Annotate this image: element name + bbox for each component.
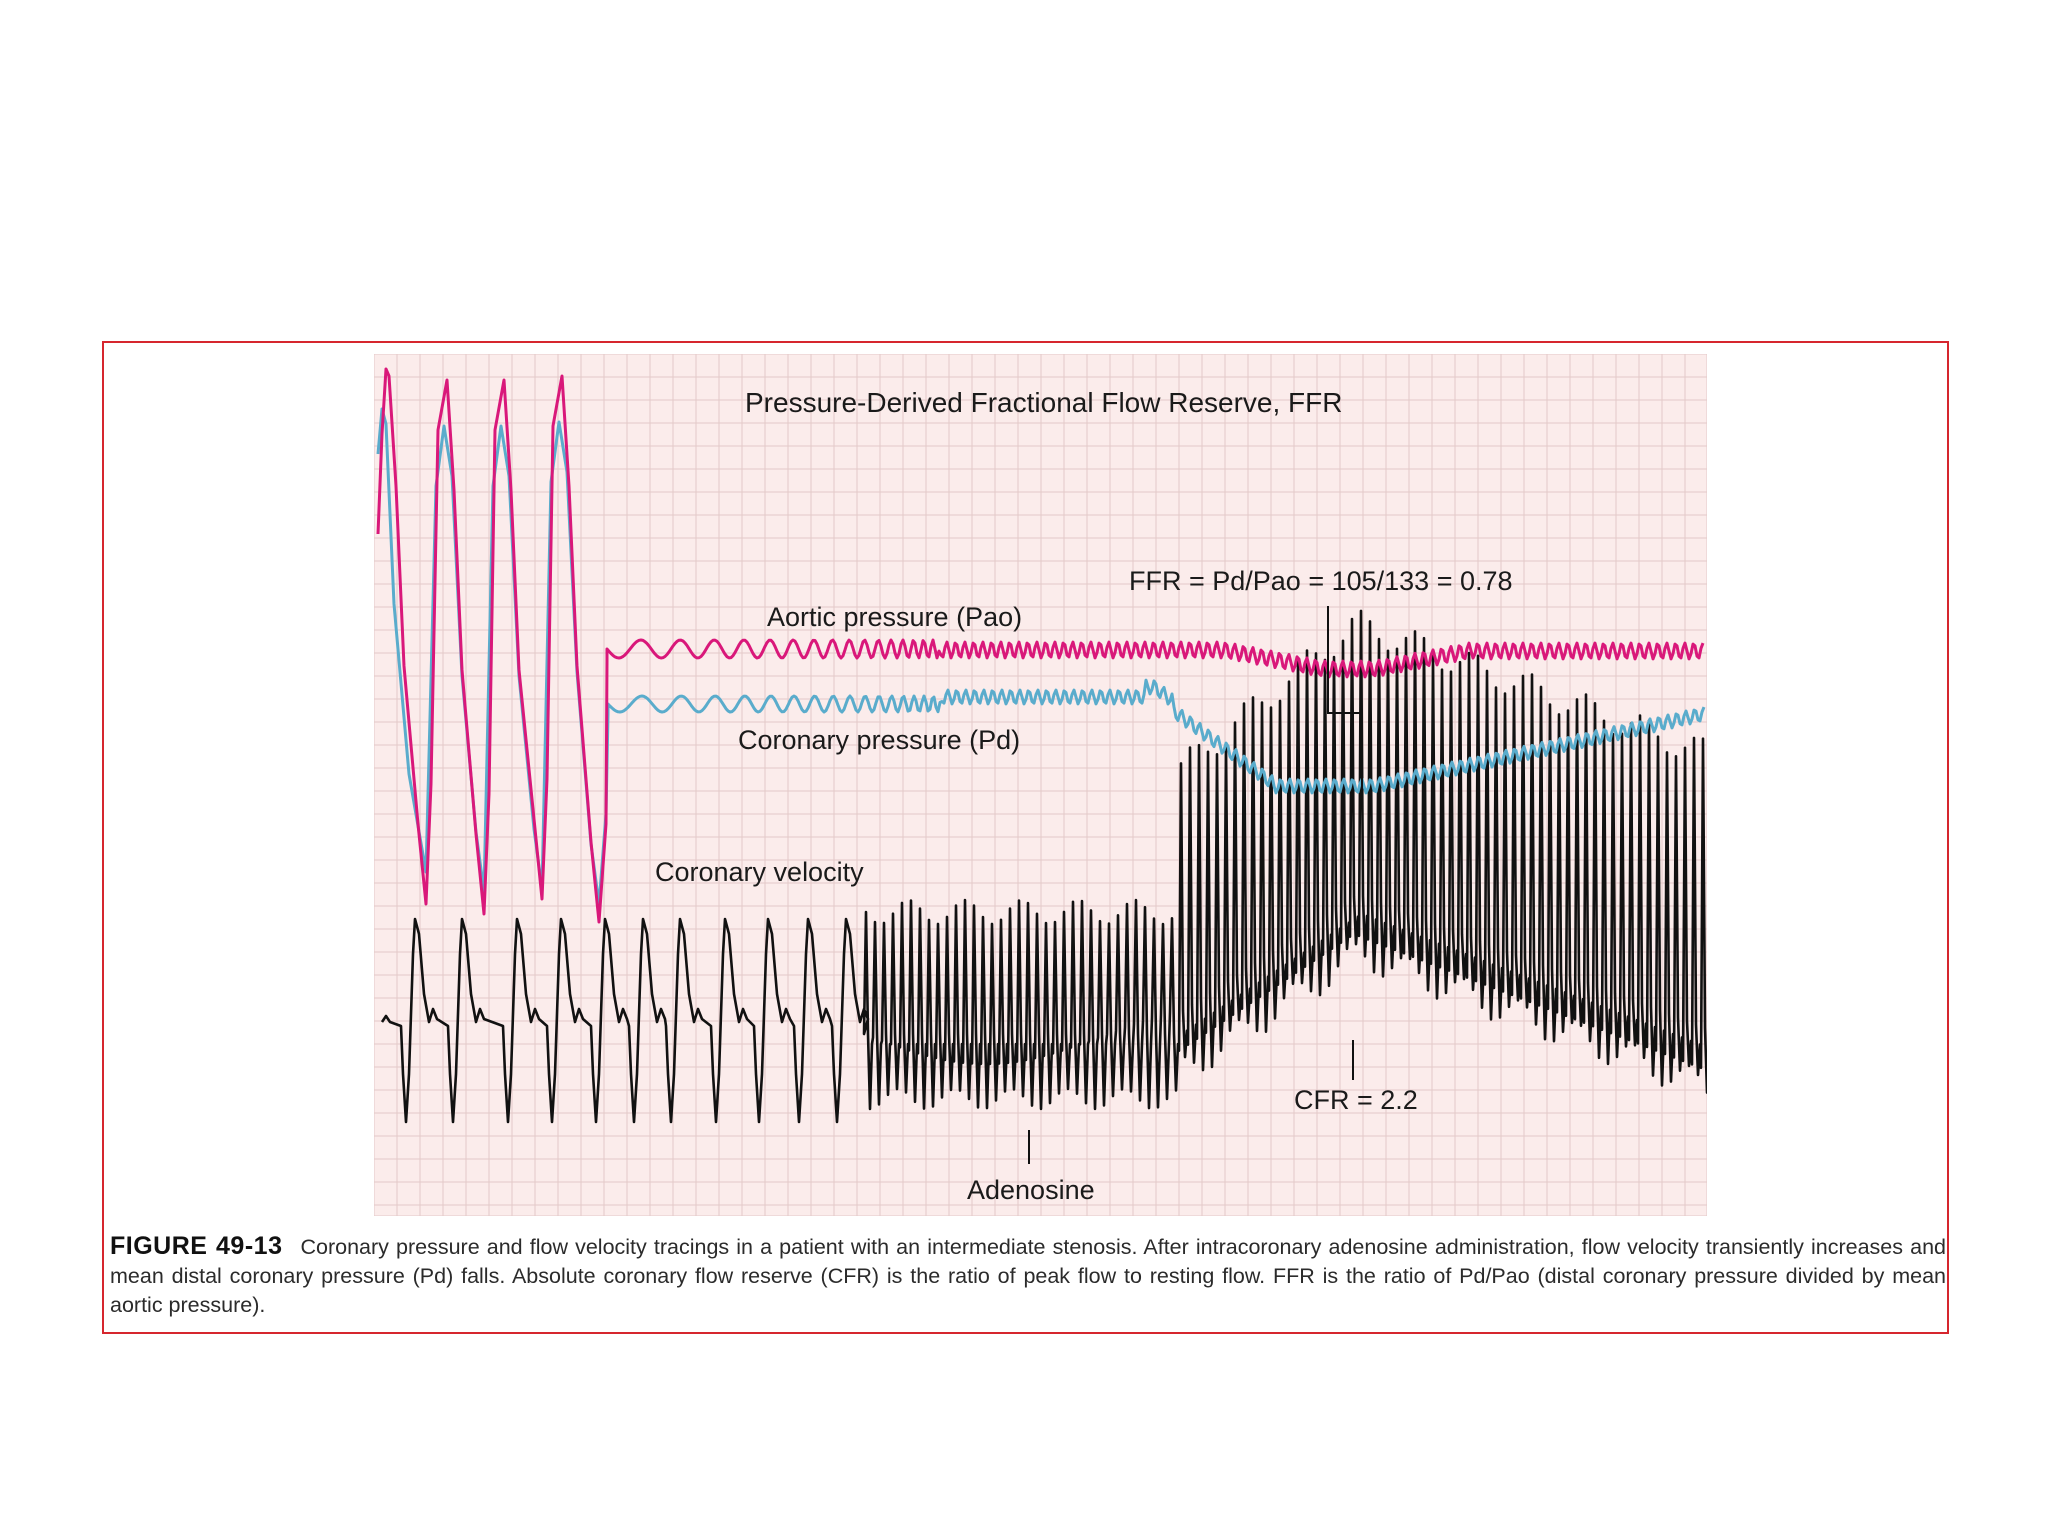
figure-caption: FIGURE 49-13 Coronary pressure and flow v… (110, 1232, 1946, 1324)
cfr-label: CFR = 2.2 (1294, 1085, 1418, 1115)
ffr-marker (1327, 606, 1363, 809)
coronary-velocity-trace (380, 609, 1707, 1124)
aortic-pressure-trace (376, 367, 1705, 924)
adenosine-label: Adenosine (967, 1175, 1095, 1205)
ffr-formula-label: FFR = Pd/Pao = 105/133 = 0.78 (1129, 566, 1513, 596)
coronary-pressure-trace (376, 407, 1706, 906)
tracing-panel: Pressure-Derived Fractional Flow Reserve… (374, 354, 1707, 1216)
figure-title: Pressure-Derived Fractional Flow Reserve… (745, 387, 1343, 418)
coronary-pressure-label: Coronary pressure (Pd) (738, 725, 1020, 755)
aortic-pressure-label: Aortic pressure (Pao) (767, 602, 1022, 632)
figure-number: FIGURE 49-13 (110, 1232, 283, 1260)
caption-text: Coronary pressure and flow velocity trac… (110, 1235, 1946, 1317)
pressure-velocity-tracing: Pressure-Derived Fractional Flow Reserve… (374, 354, 1707, 1216)
coronary-velocity-label: Coronary velocity (655, 857, 864, 887)
